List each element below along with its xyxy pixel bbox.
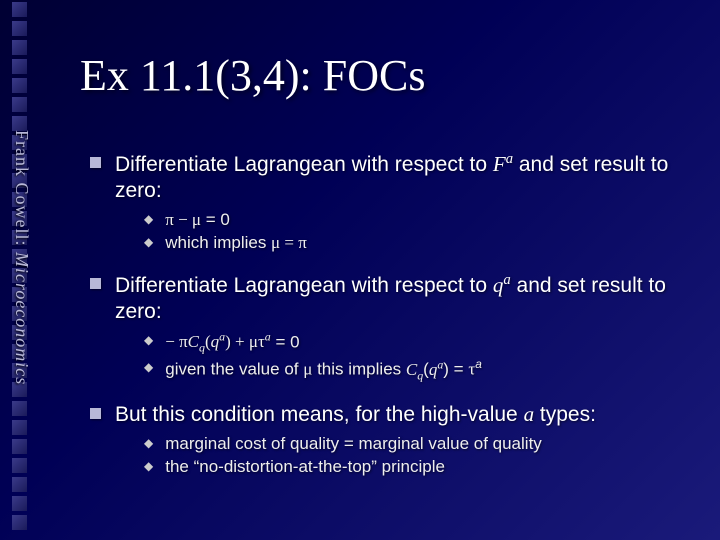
bullet-level2: ◆ marginal cost of quality = marginal val…	[144, 433, 690, 454]
bullet-level2: ◆ the “no-distortion-at-the-top” principl…	[144, 456, 690, 477]
sub-bullet-group: ◆ marginal cost of quality = marginal val…	[144, 433, 690, 478]
slide-body: Differentiate Lagrangean with respect to…	[90, 150, 690, 495]
bullet-level2: ◆ − πCq(qa) + μτa = 0	[144, 330, 690, 356]
decor-square	[12, 2, 27, 17]
diamond-bullet-icon: ◆	[144, 459, 153, 473]
sidebar-author: Frank Cowell: Microeconomics	[4, 130, 32, 510]
bullet-level2-text: given the value of μ this implies Cq(qa)…	[165, 357, 482, 383]
decor-square	[12, 78, 27, 93]
bullet-level2: ◆ given the value of μ this implies Cq(qa…	[144, 357, 690, 383]
sidebar-work-title: Microeconomics	[12, 252, 32, 385]
bullet-level2-text: which implies μ = π	[165, 232, 307, 253]
square-bullet-icon	[90, 157, 101, 168]
square-bullet-icon	[90, 408, 101, 419]
bullet-level1-text: Differentiate Lagrangean with respect to…	[115, 150, 690, 205]
bullet-level1-text: But this condition means, for the high-v…	[115, 401, 596, 428]
slide-title: Ex 11.1(3,4): FOCs	[80, 50, 426, 101]
decor-square	[12, 21, 27, 36]
bullet-level2: ◆ which implies μ = π	[144, 232, 690, 253]
sidebar-author-name: Frank Cowell:	[12, 130, 32, 252]
bullet-level2-text: π − μ = 0	[165, 209, 230, 230]
diamond-bullet-icon: ◆	[144, 436, 153, 450]
decor-square	[12, 59, 27, 74]
sub-bullet-group: ◆ π − μ = 0 ◆ which implies μ = π	[144, 209, 690, 254]
bullet-level2: ◆ π − μ = 0	[144, 209, 690, 230]
diamond-bullet-icon: ◆	[144, 235, 153, 249]
decor-square	[12, 40, 27, 55]
bullet-level2-text: the “no-distortion-at-the-top” principle	[165, 456, 445, 477]
diamond-bullet-icon: ◆	[144, 333, 153, 347]
decor-square	[12, 97, 27, 112]
bullet-level1: Differentiate Lagrangean with respect to…	[90, 271, 690, 326]
bullet-level2-text: marginal cost of quality = marginal valu…	[165, 433, 542, 454]
sub-bullet-group: ◆ − πCq(qa) + μτa = 0 ◆ given the value of …	[144, 330, 690, 384]
decor-square	[12, 116, 27, 131]
bullet-level2-text: − πCq(qa) + μτa = 0	[165, 330, 299, 356]
bullet-level1: But this condition means, for the high-v…	[90, 401, 690, 428]
diamond-bullet-icon: ◆	[144, 360, 153, 374]
bullet-level1-text: Differentiate Lagrangean with respect to…	[115, 271, 690, 326]
diamond-bullet-icon: ◆	[144, 212, 153, 226]
decor-square	[12, 515, 27, 530]
bullet-level1: Differentiate Lagrangean with respect to…	[90, 150, 690, 205]
square-bullet-icon	[90, 278, 101, 289]
